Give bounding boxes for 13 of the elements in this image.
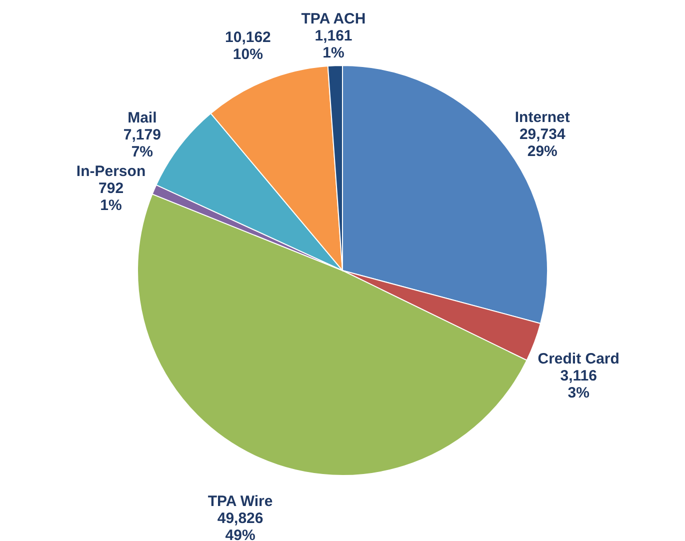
slice-label: Credit Card <box>538 350 620 368</box>
data-label: 1,161 1% <box>314 28 352 62</box>
data-label: 10,162 10% <box>225 28 271 63</box>
slice-label: TPA Wire <box>208 492 273 510</box>
slice-label: In-Person <box>76 162 146 180</box>
data-label: 792 1% <box>98 180 124 214</box>
slice-label: Internet <box>514 109 570 126</box>
data-label: 49,826 49% <box>217 510 264 541</box>
data-label: 29,734 29% <box>519 126 566 160</box>
data-label: 3,116 3% <box>560 368 597 402</box>
slice-label: TPA ACH <box>301 10 366 28</box>
data-label: 7,179 7% <box>123 126 161 161</box>
slice-label: Mail <box>128 110 157 127</box>
